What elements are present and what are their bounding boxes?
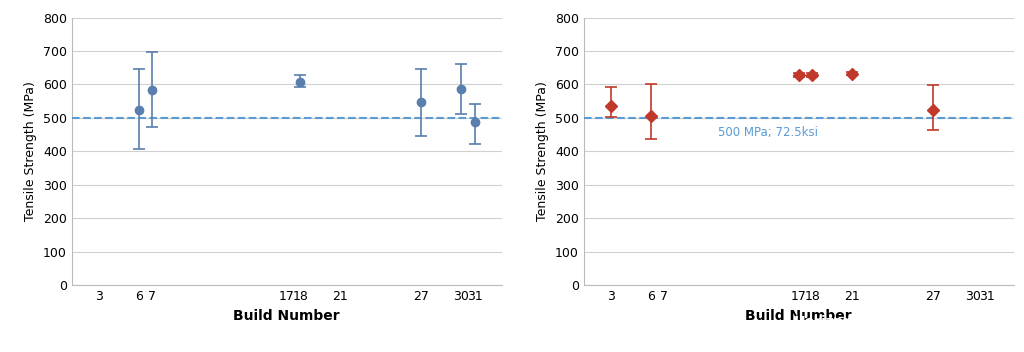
Y-axis label: Tensile Strength (MPa): Tensile Strength (MPa) [25,81,37,221]
Y-axis label: Tensile Strength (MPa): Tensile Strength (MPa) [537,81,549,221]
X-axis label: Build Number: Build Number [745,309,852,322]
Text: Vertical: Vertical [160,315,219,329]
Text: Tensile specimen orientation: Tensile specimen orientation [399,315,625,329]
Text: 500 MPa; 72.5ksi: 500 MPa; 72.5ksi [718,126,818,139]
X-axis label: Build Number: Build Number [233,309,340,322]
Text: Horizontal: Horizontal [794,315,876,329]
